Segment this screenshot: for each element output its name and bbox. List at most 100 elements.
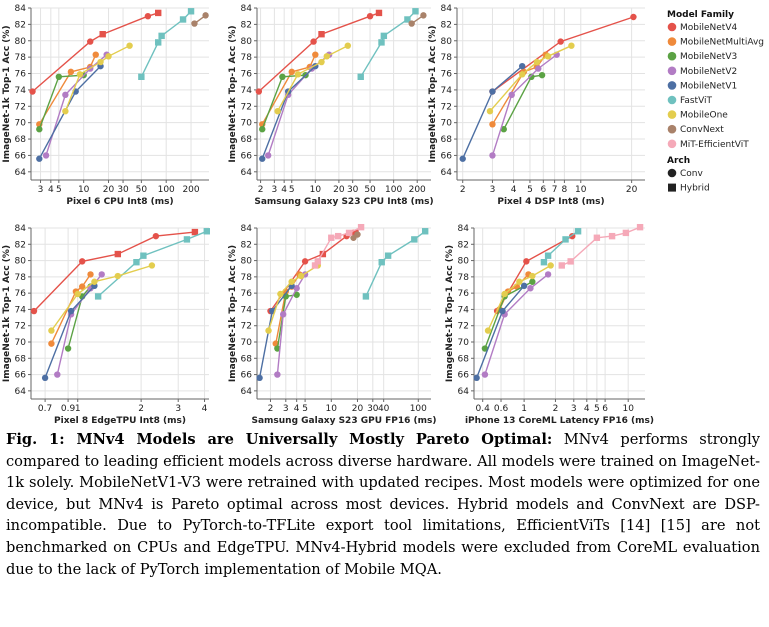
x-tick-label: 10 [622, 404, 634, 414]
data-point-conv [64, 345, 72, 352]
series-line [491, 54, 547, 125]
data-point-hybrid [544, 252, 552, 259]
y-tick-label: 78 [241, 273, 253, 283]
data-point-hybrid [187, 8, 195, 15]
legend-item-conv: Conv [680, 169, 703, 179]
data-point-hybrid [574, 228, 582, 235]
legend-family-title: Model Family [667, 10, 734, 20]
y-tick-label: 84 [15, 4, 27, 14]
data-point-hybrid [155, 39, 162, 46]
x-tick-label: 5 [594, 404, 600, 414]
x-tick-label: 3 [571, 404, 577, 414]
y-tick-label: 68 [15, 135, 27, 145]
data-point-conv [202, 12, 209, 19]
data-point-conv [301, 258, 309, 265]
x-tick-label: 40 [378, 404, 390, 414]
y-tick-label: 64 [241, 168, 253, 178]
series-line [496, 235, 573, 312]
data-point-conv [67, 68, 75, 76]
legend-swatch-mobileone [667, 110, 677, 119]
x-tick-label: 5 [56, 185, 62, 195]
x-tick-label: 2 [553, 404, 559, 414]
y-tick-label: 68 [241, 354, 253, 364]
legend-item-mobilenetv3: MobileNetV3 [680, 52, 737, 62]
y-tick-label: 72 [241, 102, 252, 112]
y-tick-label: 70 [441, 119, 453, 129]
x-axis-title: iPhone 13 CoreML Latency FP16 (ms) [465, 416, 654, 426]
data-point-conv [78, 258, 86, 265]
legend-swatch-mobilenetmultiavg [667, 37, 677, 46]
series-convnext [408, 12, 427, 27]
y-tick-label: 64 [458, 387, 470, 397]
x-tick-label: 30 [347, 185, 359, 195]
legend-item-hybrid: Hybrid [680, 184, 710, 194]
x-tick-label: 8 [562, 185, 568, 195]
data-point-conv [318, 58, 325, 66]
data-point-conv [568, 42, 575, 49]
x-tick-label: 1 [75, 404, 81, 414]
data-point-conv [297, 272, 305, 280]
legend-item-mobilenetv2: MobileNetV2 [680, 67, 737, 77]
x-tick-label: 5 [302, 404, 308, 414]
y-axis-title: ImageNet-1k Top-1 Acc (%) [2, 25, 12, 162]
data-point-conv [516, 278, 523, 285]
data-point-hybrid [540, 259, 548, 266]
y-tick-label: 68 [241, 135, 253, 145]
y-tick-label: 66 [15, 371, 27, 381]
legend-swatch-fastvit [667, 95, 677, 105]
series-mobileone [48, 262, 156, 334]
x-tick-label: 3 [175, 404, 181, 414]
data-point-hybrid [608, 232, 616, 240]
series-mit-efficientvit [558, 223, 644, 269]
y-tick-label: 66 [458, 371, 470, 381]
series-fastvit [357, 8, 419, 80]
y-tick-label: 80 [458, 257, 470, 267]
data-point-conv [486, 108, 494, 115]
series-line [267, 264, 319, 331]
series-mobilenetmultiavg [36, 51, 99, 128]
data-point-hybrid [562, 236, 569, 243]
data-point-conv [105, 53, 112, 60]
data-point-conv [191, 20, 198, 27]
chart-panel-1: 64 66 68 70 72 74 76 78 80 82 84 3 4 5 10 20 30 50 100 200 P… [2, 4, 209, 207]
data-point-conv [489, 88, 496, 95]
y-tick-label: 72 [458, 322, 469, 332]
data-point-conv [259, 126, 266, 133]
data-point-hybrid [328, 234, 335, 241]
y-tick-label: 64 [15, 387, 27, 397]
series-mobilenetv3 [500, 71, 546, 133]
x-tick-label: 200 [409, 185, 426, 195]
y-tick-label: 72 [15, 322, 26, 332]
data-point-hybrid [593, 234, 601, 241]
x-tick-label: 10 [78, 185, 90, 195]
data-point-hybrid [558, 262, 565, 269]
data-point-conv [264, 152, 272, 159]
series-convnext [350, 231, 361, 241]
data-point-conv [67, 307, 75, 315]
chart-panel-5: 64 66 68 70 72 74 76 78 80 82 84 2 3 4 5 10 20 30 40 100 Sam… [228, 223, 437, 426]
data-point-hybrid [140, 252, 147, 259]
y-tick-label: 72 [241, 322, 252, 332]
x-tick-label: 100 [410, 404, 427, 414]
data-point-hybrid [378, 39, 385, 46]
data-point-conv [279, 73, 286, 81]
y-tick-label: 84 [241, 224, 253, 234]
y-tick-label: 82 [15, 20, 26, 30]
data-point-hybrid [345, 229, 353, 237]
x-tick-label: 0.4 [476, 404, 491, 414]
data-point-conv [74, 290, 81, 298]
data-point-hybrid [357, 223, 365, 231]
series-line [491, 54, 558, 156]
figure-caption: Fig. 1: MNv4 Models are Universally Most… [6, 429, 760, 580]
y-tick-label: 74 [15, 86, 27, 96]
legend-swatch-hybrid [668, 183, 676, 192]
y-tick-label: 70 [15, 338, 27, 348]
series-mobileone [62, 42, 133, 115]
series-mobileone [265, 262, 322, 334]
data-point-conv [499, 307, 506, 315]
data-point-conv [36, 126, 43, 133]
data-point-conv [41, 374, 49, 382]
legend-arch-title: Arch [667, 156, 690, 166]
data-point-conv [265, 327, 272, 334]
y-axis-title: ImageNet-1k Top-1 Acc (%) [2, 245, 12, 382]
